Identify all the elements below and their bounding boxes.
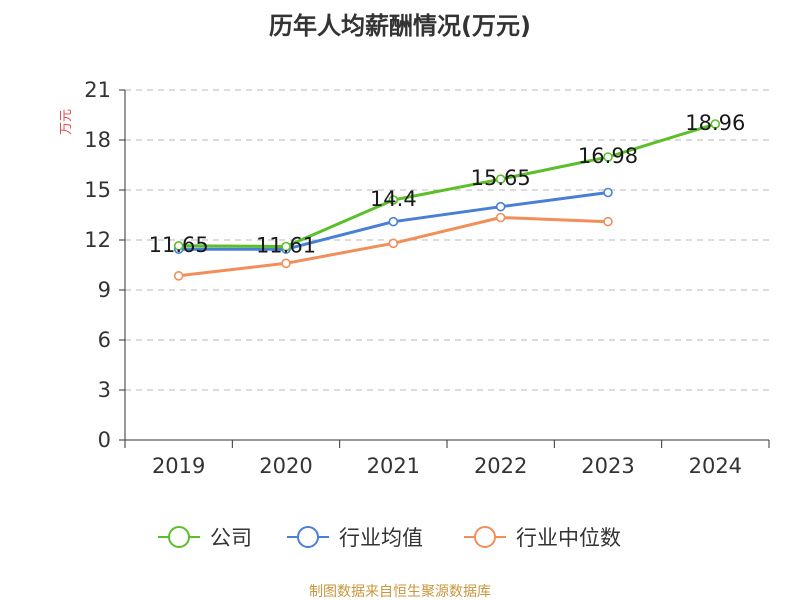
- data-label: 15.65: [471, 166, 531, 190]
- data-label: 11.61: [256, 234, 316, 258]
- data-label: 11.65: [149, 233, 209, 257]
- legend-label: 行业中位数: [516, 526, 621, 550]
- data-point: [281, 258, 291, 269]
- data-point: [495, 212, 506, 223]
- data-labels: 11.65 11.61 14.4 15.65 16.98 18.96: [149, 111, 746, 258]
- grid: [125, 89, 769, 391]
- source-note: 制图数据来自恒生聚源数据库: [309, 584, 491, 600]
- x-tick-label: 2023: [581, 454, 634, 478]
- x-tick-label: 2020: [259, 454, 312, 478]
- data-point: [495, 201, 506, 212]
- legend-label: 公司: [210, 526, 252, 550]
- data-point: [603, 187, 613, 198]
- data-point: [388, 238, 399, 249]
- data-label: 18.96: [685, 111, 745, 135]
- y-tick-label: 0: [98, 428, 111, 452]
- data-point: [603, 216, 613, 227]
- data-label: 14.4: [370, 187, 417, 211]
- data-point: [495, 174, 506, 184]
- data-point: [388, 195, 399, 205]
- y-tick-label: 6: [98, 328, 111, 352]
- series-line: [178, 122, 716, 248]
- y-tick-label: 15: [84, 178, 111, 202]
- x-tick-label: 2021: [367, 454, 420, 478]
- data-point: [603, 152, 613, 162]
- data-point: [173, 271, 184, 281]
- x-tick-label: 2019: [152, 454, 205, 478]
- y-axis-label: 万元: [59, 109, 74, 135]
- series: [173, 119, 721, 281]
- y-tick-label: 9: [98, 278, 111, 302]
- axes: 0 3 6 9 12 15 18 21 2019 2020 2021 2022 2023 2024: [84, 78, 770, 478]
- y-tick-label: 3: [98, 378, 111, 402]
- chart-title: 历年人均薪酬情况(万元): [269, 12, 531, 40]
- data-point: [710, 119, 721, 129]
- y-tick-label: 21: [84, 78, 111, 102]
- y-tick-label: 18: [84, 128, 111, 152]
- data-label: 16.98: [578, 144, 638, 168]
- legend-marker: [297, 526, 319, 548]
- legend-label: 行业均值: [339, 526, 423, 550]
- data-point: [173, 241, 184, 251]
- data-point: [388, 216, 399, 227]
- y-tick-label: 12: [84, 228, 111, 252]
- legend-marker: [168, 526, 190, 548]
- legend-marker: [474, 526, 496, 548]
- x-tick-label: 2022: [474, 454, 527, 478]
- x-tick-label: 2024: [689, 454, 742, 478]
- data-point: [281, 241, 291, 252]
- legend: 公司 行业均值 行业中位数: [158, 526, 621, 550]
